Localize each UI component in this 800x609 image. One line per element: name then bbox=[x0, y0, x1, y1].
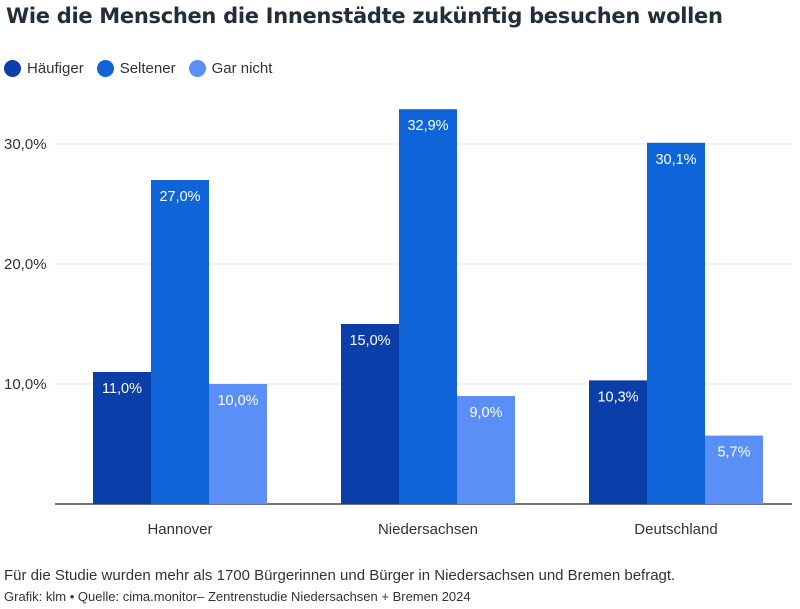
bar bbox=[647, 142, 705, 505]
bar-value-label: 30,1% bbox=[655, 152, 696, 168]
legend-swatch-gar-nicht bbox=[188, 60, 206, 77]
bar bbox=[705, 435, 763, 504]
bar-value-label: 9,0% bbox=[469, 405, 502, 421]
bar bbox=[151, 180, 209, 504]
x-tick-label: Hannover bbox=[147, 521, 212, 538]
y-tick-label: 20,0% bbox=[4, 256, 47, 273]
x-tick-label: Niedersachsen bbox=[378, 521, 478, 538]
bar bbox=[209, 384, 267, 504]
bar-value-label: 10,3% bbox=[597, 389, 638, 405]
legend-swatch-seltener bbox=[96, 60, 114, 77]
y-tick-label: 10,0% bbox=[4, 376, 47, 393]
bar bbox=[457, 396, 515, 504]
legend: Häufiger Seltener Gar nicht bbox=[4, 60, 285, 77]
y-tick-label: 30,0% bbox=[4, 136, 47, 153]
bar-value-label: 27,0% bbox=[159, 189, 200, 205]
footnote: Für die Studie wurden mehr als 1700 Bürg… bbox=[4, 567, 676, 584]
legend-label-haeufiger: Häufiger bbox=[27, 60, 84, 77]
legend-item-haeufiger: Häufiger bbox=[4, 60, 84, 77]
bar bbox=[399, 109, 457, 504]
bar bbox=[341, 324, 399, 504]
bar-value-label: 32,9% bbox=[407, 118, 448, 134]
legend-label-seltener: Seltener bbox=[119, 60, 176, 77]
bar-value-label: 10,0% bbox=[217, 393, 258, 409]
x-tick-label: Deutschland bbox=[634, 521, 717, 538]
bar-value-label: 5,7% bbox=[717, 445, 750, 461]
legend-item-gar-nicht: Gar nicht bbox=[188, 60, 273, 77]
bar-value-label: 11,0% bbox=[102, 381, 142, 397]
legend-item-seltener: Seltener bbox=[96, 60, 176, 77]
source-line: Grafik: klm • Quelle: cima.monitor– Zent… bbox=[4, 589, 471, 604]
chart-title: Wie die Menschen die Innenstädte zukünft… bbox=[6, 4, 723, 28]
legend-swatch-haeufiger bbox=[4, 60, 21, 77]
bar-value-label: 15,0% bbox=[349, 333, 390, 349]
bar bbox=[589, 380, 647, 504]
legend-label-gar-nicht: Gar nicht bbox=[211, 60, 273, 77]
bar bbox=[93, 372, 151, 504]
bar-chart: 10,0% 20,0% 30,0% 11,0% 27,0% 10,0% Hannover 15… bbox=[4, 109, 792, 538]
